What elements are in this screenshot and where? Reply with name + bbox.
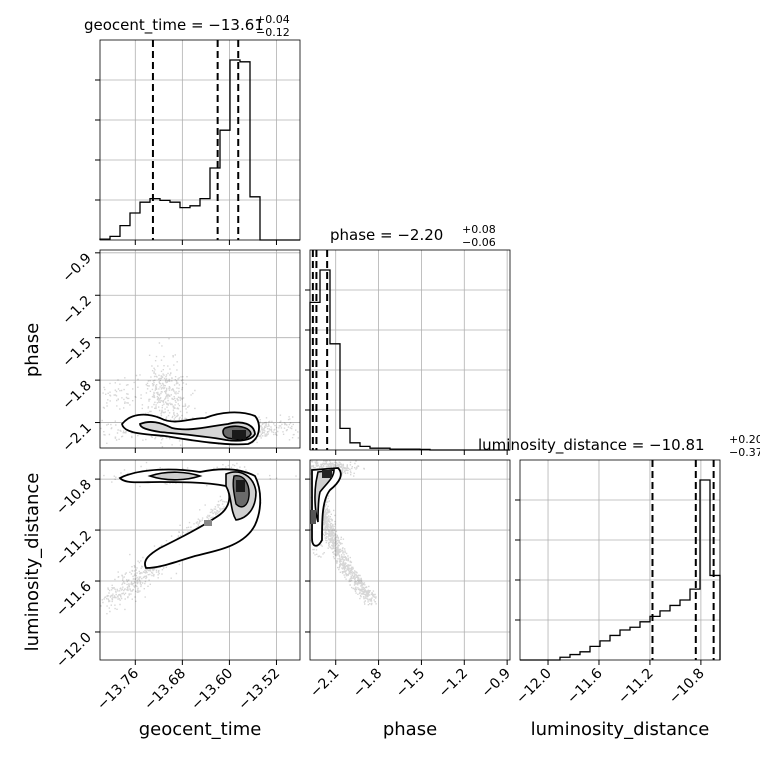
scatter-phase-geocent-ytick-label-3: −1.8 [59,378,94,413]
ylabel-phase: phase [22,323,43,377]
title-luminosity-distance-sub: −0.37 [729,446,760,459]
hist-lumdist-xtick-label-1: −11.6 [564,665,606,707]
lumdist-phase-contour-mid [314,469,335,523]
scatter-lumdist-geocent-ytick-label-1: −11.2 [53,528,95,570]
panel-frame-s21 [309,459,511,661]
lumdist-geocent-density-peak [236,480,245,492]
title-luminosity-distance: luminosity_distance = −10.81 [478,436,705,455]
panel-frame-h0 [99,39,301,241]
lumdist-geocent-density-patch [204,520,212,526]
xlabel-luminosity-distance: luminosity_distance [531,719,710,740]
title-luminosity-distance-sup: +0.20 [729,433,760,446]
panel-frame-s10 [99,249,301,449]
scatter-phase-geocent-ytick-label-4: −2.1 [59,420,94,455]
lumdist-phase-density-patch [310,510,316,524]
lumdist-geocent-contour-outer [118,468,262,569]
panel-frame-h2 [519,459,721,661]
title-geocent-time-sub: −0.12 [256,26,290,39]
scatter-lumdist-geocent-ytick-label-0: −10.8 [53,477,95,519]
title-geocent-time: geocent_time = −13.61 [84,16,264,35]
geocent-time-histogram [99,59,300,241]
xlabel-phase: phase [383,719,437,740]
hist-lumdist-xtick-label-0: −12.0 [513,666,555,708]
scatter-lumdist-geocent-xtick-label-0: −13.76 [94,665,142,713]
scatter-lumdist-phase-xtick-label-1: −1.8 [350,666,385,701]
scatter-phase-geocent-ytick-label-2: −1.5 [59,335,94,370]
scatter-lumdist-phase-xtick-label-4: −0.9 [479,666,514,701]
phase-histogram [309,269,510,451]
lumdist-geocent-contour-left [147,471,203,481]
scatter-lumdist-phase-xtick-label-0: −2.1 [307,666,342,701]
phase-geocent-points [100,338,300,448]
scatter-lumdist-geocent-xtick-label-1: −13.68 [141,666,189,714]
lumdist-phase-points [310,460,377,606]
panel-frame-h1 [309,249,511,451]
title-phase-sub: −0.06 [462,236,496,249]
scatter-phase-geocent-ytick-label-0: −0.9 [59,250,94,285]
hist-lumdist-xtick-label-2: −11.2 [615,666,657,708]
scatter-lumdist-geocent-xtick-label-3: −13.52 [235,666,283,714]
scatter-lumdist-geocent-ytick-label-3: −12.0 [53,629,95,671]
luminosity-distance-histogram [520,479,721,661]
phase-geocent-density-peak [232,430,246,439]
hist-lumdist-xtick-label-3: −10.8 [666,666,708,708]
scatter-lumdist-phase-xtick-label-2: −1.5 [393,666,428,701]
scatter-lumdist-phase-xtick-label-3: −1.2 [436,666,471,701]
title-phase-sup: +0.08 [462,223,496,236]
scatter-lumdist-geocent-ytick-label-2: −11.6 [53,578,95,620]
xlabel-geocent-time: geocent_time [139,719,262,740]
lumdist-geocent-points [100,461,297,615]
scatter-lumdist-geocent-xtick-label-2: −13.60 [188,666,236,714]
panel-frame-s20 [99,459,301,661]
ylabel-luminosity-distance: luminosity_distance [22,473,43,652]
lumdist-phase-density-peak [322,470,332,478]
title-phase: phase = −2.20 [330,226,443,244]
title-geocent-time-sup: +0.04 [256,13,290,26]
scatter-phase-geocent-ytick-label-1: −1.2 [59,293,94,328]
